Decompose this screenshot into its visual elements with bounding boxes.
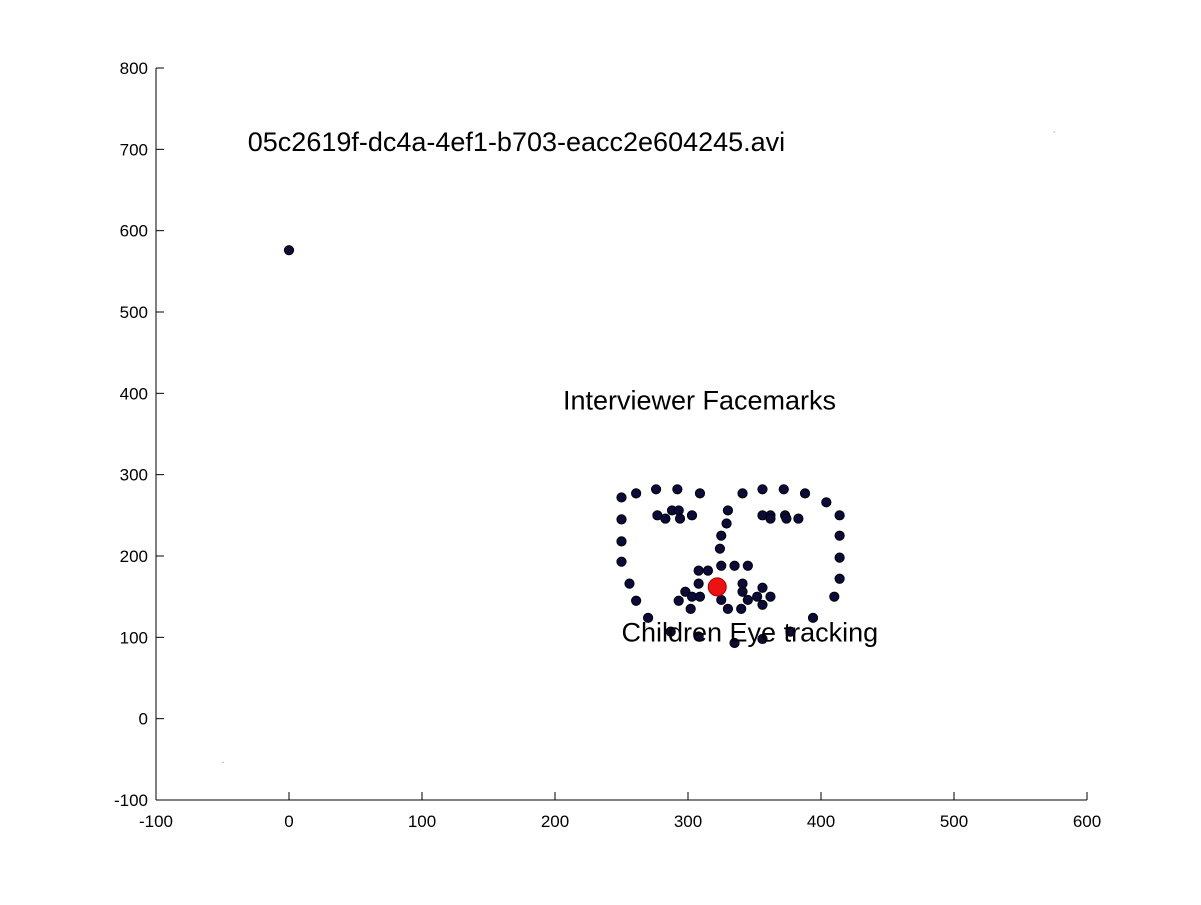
facemark-point xyxy=(765,591,776,602)
facemark-point xyxy=(674,513,686,524)
facemark-point xyxy=(834,510,845,521)
facemark-point xyxy=(722,603,734,614)
facemark-point xyxy=(631,595,642,606)
facemark-point xyxy=(716,530,727,541)
facemark-point xyxy=(729,637,740,649)
facemark-point xyxy=(616,492,627,503)
facemark-point xyxy=(660,513,671,524)
y-tick-label: 500 xyxy=(120,303,148,322)
facemark-point xyxy=(829,591,840,602)
facemark-point xyxy=(834,552,845,563)
facemark-point xyxy=(631,488,642,499)
facemark-point xyxy=(752,591,763,602)
facemark-point xyxy=(643,612,654,623)
facemark-point xyxy=(702,565,714,576)
children-eye-tracking-label: Children Eye tracking xyxy=(622,617,879,647)
facemark-point xyxy=(785,626,796,637)
y-tick-label: 200 xyxy=(120,547,148,566)
facemark-point xyxy=(781,513,792,524)
facemark-point xyxy=(807,612,819,623)
annotations: 05c2619f-dc4a-4ef1-b703-eacc2e604245.avi… xyxy=(248,127,878,647)
axes: -100 0 100 200 300 400 500 600 -100 0 100 200 300 400… xyxy=(114,59,1101,831)
facemark-point xyxy=(693,578,704,589)
facemark-point xyxy=(616,536,627,547)
y-tick-label: 600 xyxy=(120,222,148,241)
y-tick-label: 0 xyxy=(139,710,148,729)
facemark-point xyxy=(729,560,740,571)
facemark-point xyxy=(742,594,753,606)
facemark-point xyxy=(793,513,804,524)
facemark-point xyxy=(694,591,706,602)
y-tick-label: -100 xyxy=(114,791,148,810)
facemark-point xyxy=(716,560,727,571)
facemark-point xyxy=(736,603,747,614)
facemark-point xyxy=(616,514,627,525)
facemark-point xyxy=(616,556,627,567)
facemark-point xyxy=(765,513,776,524)
facemark-point xyxy=(686,510,698,521)
facemark-point xyxy=(834,573,845,584)
facemark-point xyxy=(665,626,676,637)
facemark-point xyxy=(714,543,726,554)
stray-mark xyxy=(222,761,224,763)
y-tick-label: 300 xyxy=(120,466,148,485)
facemark-point xyxy=(834,530,845,541)
facemark-point xyxy=(778,484,789,495)
facemark-point xyxy=(821,497,832,508)
facemark-point xyxy=(716,594,727,606)
x-tick-label: 500 xyxy=(940,812,968,831)
facemark-point xyxy=(757,633,768,645)
x-tick-label: 600 xyxy=(1073,812,1101,831)
x-tick-label: 300 xyxy=(674,812,702,831)
interviewer-facemarks-label: Interviewer Facemarks xyxy=(563,386,836,416)
data-points xyxy=(222,131,1055,763)
facemark-point xyxy=(737,488,748,499)
facemark-point xyxy=(283,245,295,256)
x-tick-label: 100 xyxy=(408,812,436,831)
x-tick-label: 0 xyxy=(284,812,293,831)
facemark-point xyxy=(742,560,753,571)
facemark-point xyxy=(757,599,768,610)
facemark-point xyxy=(685,603,696,614)
y-tick-label: 100 xyxy=(120,628,148,647)
video-filename-label: 05c2619f-dc4a-4ef1-b703-eacc2e604245.avi xyxy=(248,127,785,157)
facemark-point xyxy=(799,488,811,499)
facemark-point xyxy=(650,484,662,495)
facemark-point xyxy=(693,565,704,576)
x-tick-label: -100 xyxy=(139,812,173,831)
facemark-point xyxy=(757,582,768,593)
facemark-point xyxy=(672,484,683,495)
facemark-point xyxy=(722,505,734,516)
facemark-point xyxy=(721,518,732,529)
y-tick-label: 700 xyxy=(120,140,148,159)
y-tick-label: 800 xyxy=(120,59,148,78)
facemark-point xyxy=(693,631,704,642)
facemark-point xyxy=(673,595,684,606)
facemark-point xyxy=(757,484,768,495)
facemark-point xyxy=(694,488,706,499)
facemark-point xyxy=(624,578,635,589)
eye-tracking-point xyxy=(707,577,727,597)
x-tick-label: 200 xyxy=(541,812,569,831)
x-tick-label: 400 xyxy=(807,812,835,831)
y-tick-label: 400 xyxy=(120,384,148,403)
facemark-point xyxy=(737,586,748,597)
stray-mark xyxy=(1053,131,1055,133)
